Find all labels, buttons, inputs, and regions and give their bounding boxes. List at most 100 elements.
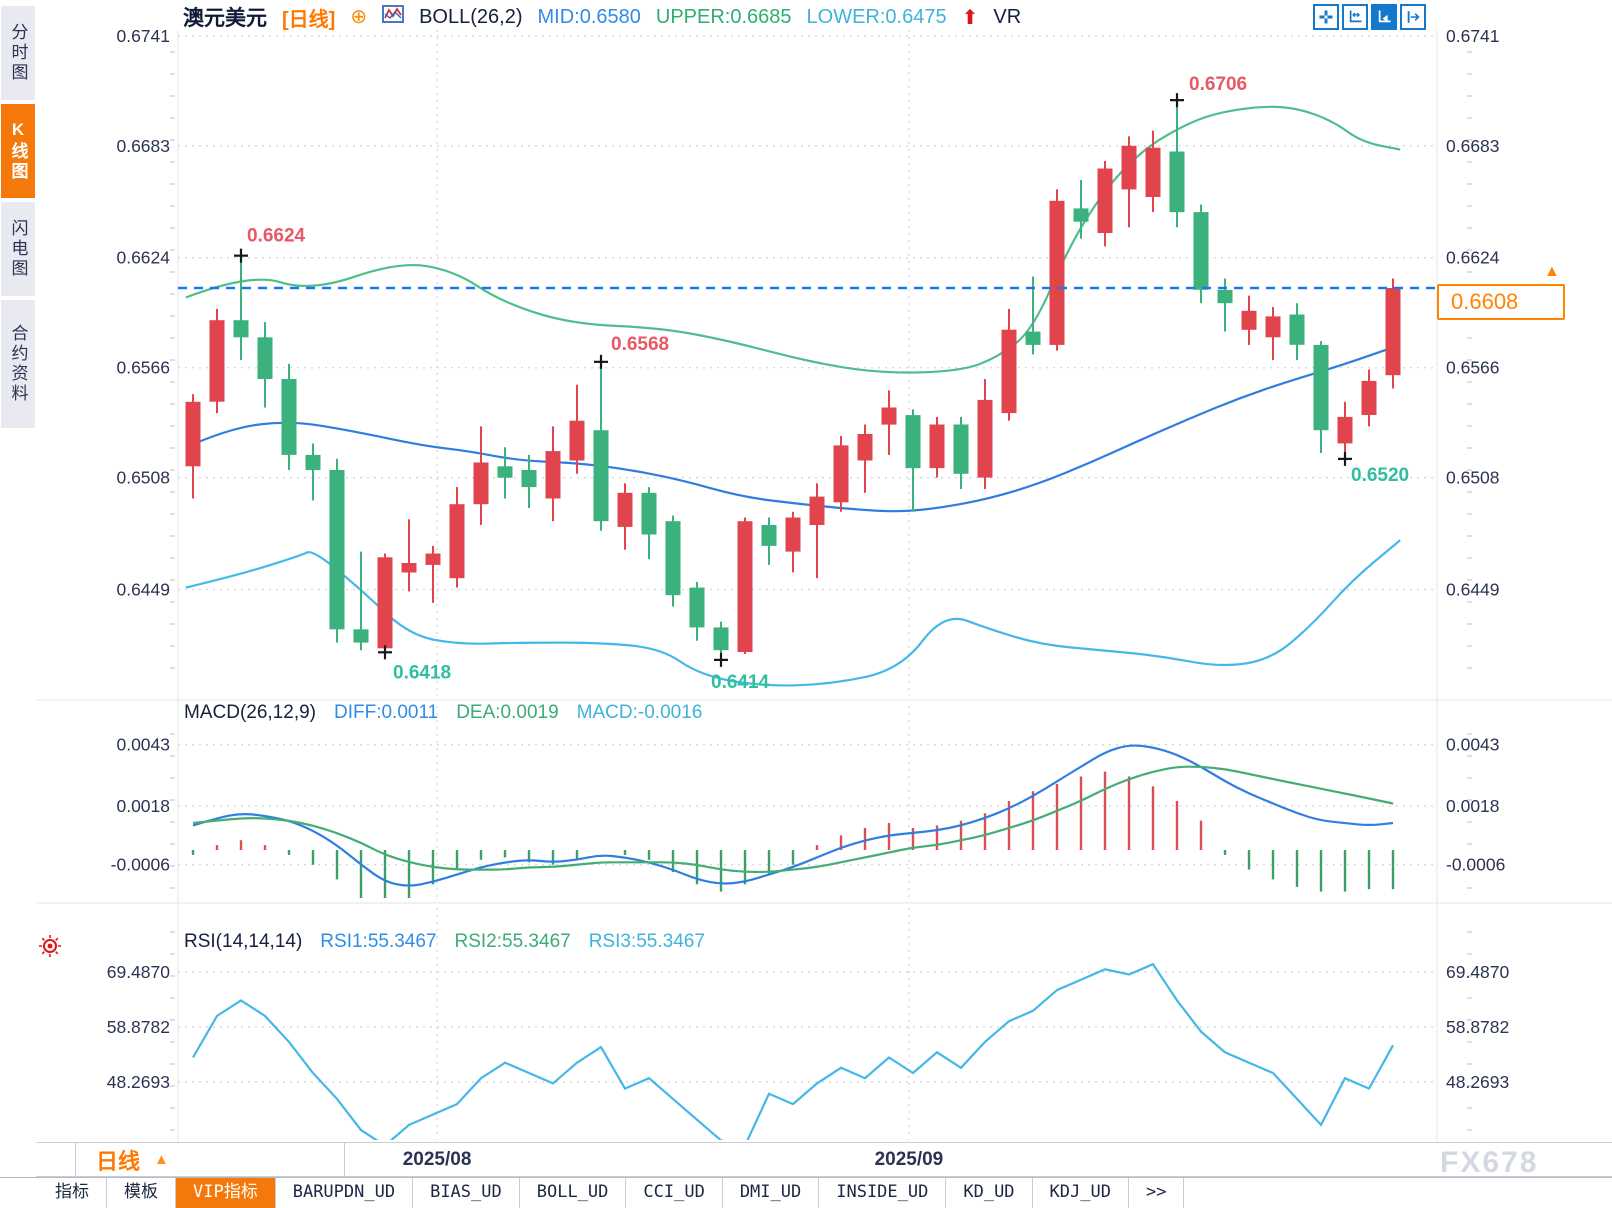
candle-body: [1001, 329, 1017, 414]
mini-chart-icon: [382, 5, 405, 29]
bottom-tab-bar: 指标 模板 VIP指标 BARUPDN_UD BIAS_UD BOLL_UD CCI_UD D…: [0, 1177, 1612, 1208]
candle-body: [1361, 380, 1377, 415]
axis-label: 0.0043: [116, 735, 170, 755]
candle-body: [809, 496, 825, 525]
candle-body: [737, 521, 753, 652]
tab-dmi-ud[interactable]: DMI_UD: [723, 1178, 820, 1208]
rsi2-value: RSI2:55.3467: [454, 931, 571, 952]
candle-body: [1049, 200, 1065, 345]
sidebar-item-K线图[interactable]: K线图: [1, 104, 35, 198]
axis-label: 0.0018: [116, 796, 170, 816]
candle-body: [641, 492, 657, 535]
candle-body: [665, 521, 681, 596]
axis-label: -0.0006: [111, 855, 170, 875]
tab-kdj-ud[interactable]: KDJ_UD: [1033, 1178, 1129, 1208]
axis-label: 0.6566: [1446, 358, 1500, 378]
candle-body: [905, 415, 921, 469]
candle-body: [785, 517, 801, 552]
candle-body: [713, 627, 729, 651]
axis-label: 0.6741: [116, 26, 170, 46]
candle-body: [209, 320, 225, 402]
candle-body: [185, 401, 201, 467]
candle-body: [1265, 316, 1281, 338]
candle-body: [1337, 416, 1353, 444]
axis-label: 48.2693: [1446, 1072, 1509, 1092]
axis-label: 69.4870: [1446, 962, 1510, 982]
tab-指标[interactable]: 指标: [38, 1178, 107, 1208]
candle-body: [1169, 151, 1185, 213]
candle-body: [233, 320, 249, 338]
candle-body: [329, 470, 345, 630]
period-tag[interactable]: [日线]: [282, 8, 336, 31]
tab-inside-ud[interactable]: INSIDE_UD: [819, 1178, 947, 1208]
candle-body: [689, 587, 705, 628]
axis-label: -0.0006: [1446, 855, 1505, 875]
vr-label[interactable]: VR: [993, 5, 1022, 28]
rsi-title[interactable]: RSI(14,14,14): [184, 931, 303, 952]
boll-upper-value: UPPER:0.6685: [655, 5, 792, 28]
axis-label: 58.8782: [1446, 1017, 1509, 1037]
candle-body: [929, 424, 945, 469]
sidebar-item-闪电图[interactable]: 闪电图: [1, 202, 35, 296]
tab-vip指标[interactable]: VIP指标: [176, 1178, 276, 1208]
tab-boll-ud[interactable]: BOLL_UD: [520, 1178, 627, 1208]
axis-label: 0.0043: [1446, 735, 1500, 755]
candle-body: [1073, 208, 1089, 222]
annotations: 0.6624 0.6418 0.6568 0.6414 0.6706 0.6520: [234, 74, 1409, 693]
red-sun-icon[interactable]: [36, 932, 64, 965]
chart-header: 澳元美元 [日线] ⊕ BOLL(26,2) MID:0.6580 UPPER:…: [183, 4, 1022, 31]
tab-bias-ud[interactable]: BIAS_UD: [413, 1178, 520, 1208]
candle-body: [617, 492, 633, 527]
candle-body: [305, 454, 321, 471]
price-annotation: 0.6418: [393, 662, 451, 683]
candle-body: [857, 434, 873, 461]
candle-body: [1145, 147, 1161, 197]
macd-diff-value: DIFF:0.0011: [334, 702, 439, 723]
indicator-title[interactable]: BOLL(26,2): [419, 5, 523, 28]
candle-body: [257, 337, 273, 379]
sidebar: 分时图 K线图闪电图合约资料: [0, 0, 36, 1140]
plus-circle-icon[interactable]: ⊕: [350, 6, 368, 28]
tab-模板[interactable]: 模板: [107, 1178, 176, 1208]
rsi1-value: RSI1:55.3467: [320, 931, 437, 952]
rsi-plot: [192, 962, 1394, 1140]
axis-label: 48.2693: [107, 1072, 170, 1092]
axis-label: 69.4870: [107, 962, 171, 982]
tab-cci-ud[interactable]: CCI_UD: [626, 1178, 723, 1208]
axis-label: 0.6624: [1446, 248, 1500, 268]
macd-title[interactable]: MACD(26,12,9): [184, 702, 316, 723]
tab-barupdn-ud[interactable]: BARUPDN_UD: [276, 1178, 414, 1208]
crosshair-icon[interactable]: [1313, 4, 1339, 30]
pan-right-icon[interactable]: [1400, 4, 1426, 30]
candle-body: [953, 424, 969, 474]
period-label: 日线: [96, 1148, 141, 1174]
sidebar-item-合约资料[interactable]: 合约资料: [1, 300, 35, 428]
gridlines: [170, 30, 1472, 1140]
axis-label: 0.6449: [116, 580, 170, 600]
rsi3-value: RSI3:55.3467: [588, 931, 705, 952]
boll-mid-value: MID:0.6580: [537, 5, 641, 28]
sidebar-item-分时图[interactable]: 分时图: [1, 6, 35, 100]
tab-kd-ud[interactable]: KD_UD: [946, 1178, 1033, 1208]
candles: [185, 102, 1401, 656]
candle-body: [401, 563, 417, 573]
candle-body: [1385, 288, 1401, 376]
period-selector[interactable]: 日线 ▲: [75, 1143, 345, 1176]
candle-body: [1193, 212, 1209, 290]
candle-body: [593, 430, 609, 522]
chart-mode-icon[interactable]: [1371, 4, 1397, 30]
axis-scale-icon[interactable]: [1342, 4, 1368, 30]
price-annotation: 0.6568: [611, 334, 669, 355]
candle-body: [545, 451, 561, 499]
candle-body: [1289, 314, 1305, 345]
tab--[interactable]: >>: [1129, 1178, 1185, 1208]
axis-label: 0.6508: [116, 468, 170, 488]
axis-label: 0.6683: [116, 136, 170, 156]
watermark: FX678: [1440, 1146, 1539, 1179]
candle-body: [281, 379, 297, 455]
macd-dea-value: DEA:0.0019: [456, 702, 559, 723]
axis-label: 0.6683: [1446, 136, 1500, 156]
candle-body: [1025, 331, 1041, 345]
